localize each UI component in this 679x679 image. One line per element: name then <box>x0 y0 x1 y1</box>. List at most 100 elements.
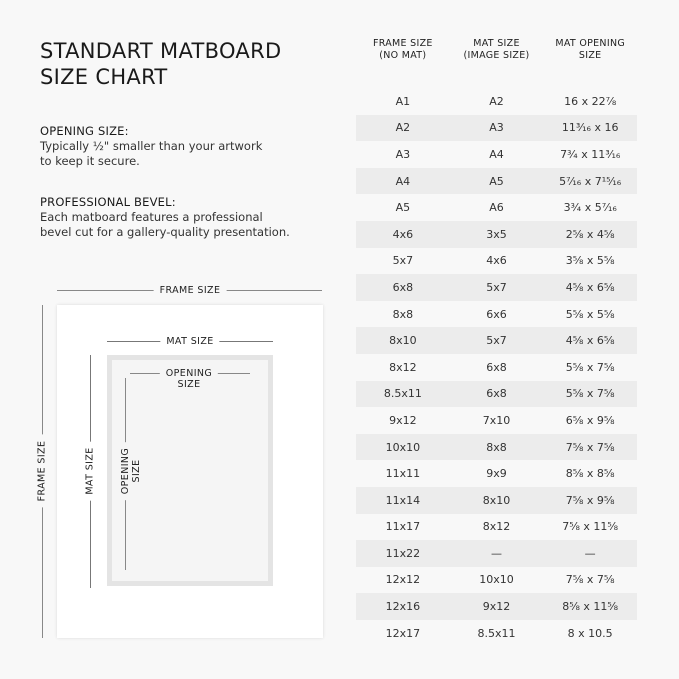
mat-size-cell: 8x8 <box>486 440 507 454</box>
frame-size-cell: 6x8 <box>392 280 414 294</box>
frame-size-cell: 11x17 <box>385 520 421 534</box>
mat-size-cell: A3 <box>489 121 504 135</box>
frame-size-cell: 11x22 <box>385 546 421 560</box>
opening-size-cell: 8⅝ x 11⅝ <box>562 600 619 614</box>
mat-size-cell: 6x8 <box>486 360 507 374</box>
table-row: 11x17 8x12 7⅝ x 11⅝ <box>356 514 637 541</box>
frame-size-cell: 9x12 <box>389 413 417 427</box>
opening-size-cell: 5⅝ x 7⅝ <box>565 387 615 401</box>
opening-size-vlabel: OPENING SIZE <box>120 441 142 501</box>
frame-size-cell: A5 <box>395 201 411 215</box>
opening-label-line: SIZE <box>131 459 142 483</box>
frame-size-cell: A1 <box>395 94 411 108</box>
table-row: 8x12 6x8 5⅝ x 7⅝ <box>356 354 637 381</box>
table-row: 5x7 4x6 3⅝ x 5⅝ <box>356 248 637 275</box>
opening-size-info: OPENING SIZE: Typically ½" smaller than … <box>40 124 262 169</box>
mat-size-cell: 9x9 <box>486 467 507 481</box>
header-line: FRAME SIZE <box>372 38 433 49</box>
mat-size-label: MAT SIZE <box>160 336 220 347</box>
table-row: 11x14 8x10 7⅝ x 9⅝ <box>356 486 637 514</box>
frame-size-cell: 10x10 <box>385 440 421 454</box>
mat-size-cell: 6x8 <box>486 387 507 401</box>
table-row: 10x10 8x8 7⅝ x 7⅝ <box>356 433 637 461</box>
header-line: SIZE <box>578 50 602 61</box>
frame-size-cell: 8x12 <box>389 360 417 374</box>
opening-size-cell: 7⅝ x 7⅝ <box>565 573 615 587</box>
table-row: 11x11 9x9 8⅝ x 8⅝ <box>356 460 637 487</box>
opening-label-line: SIZE <box>177 379 201 390</box>
opening-label-line: OPENING <box>165 368 213 379</box>
frame-size-cell: A2 <box>395 121 411 135</box>
mat-size-cell: A2 <box>489 94 504 108</box>
opening-size-cell: 4⅝ x 6⅝ <box>565 334 615 348</box>
table-body: A1 A2 16 x 22⅞ A2 A3 11³⁄₁₆ x 16 A3 A4 7¾ x 11³⁄… <box>356 88 637 646</box>
opening-size-cell: 3⅝ x 5⅝ <box>565 254 615 268</box>
frame-size-cell: 8x8 <box>392 307 414 321</box>
opening-text-2: to keep it secure. <box>40 154 140 168</box>
mat-size-cell: 8.5x11 <box>477 626 516 640</box>
frame-size-cell: A3 <box>395 147 411 161</box>
mat-size-cell: 3x5 <box>486 227 507 241</box>
opening-size-cell: 11³⁄₁₆ x 16 <box>561 121 619 135</box>
opening-size-cell: 8 x 10.5 <box>567 626 613 640</box>
opening-size-cell: 7¾ x 11³⁄₁₆ <box>560 147 621 161</box>
table-header: FRAME SIZE (NO MAT) MAT SIZE (IMAGE SIZE) … <box>356 38 637 88</box>
mat-size-cell: 4x6 <box>486 254 507 268</box>
table-row: A1 A2 16 x 22⅞ <box>356 88 637 115</box>
header-mat-opening: MAT OPENING SIZE <box>543 38 637 88</box>
mat-size-cell: A4 <box>489 147 504 161</box>
table-row: A4 A5 5⁷⁄₁₆ x 7¹⁵⁄₁₆ <box>356 167 637 195</box>
header-line: (NO MAT) <box>379 50 427 61</box>
frame-size-cell: 11x11 <box>385 467 421 481</box>
frame-size-cell: 4x6 <box>392 227 414 241</box>
opening-size-cell: 7⅝ x 11⅝ <box>562 520 619 534</box>
frame-size-cell: 8x10 <box>389 334 417 348</box>
table-row: 6x8 5x7 4⅝ x 6⅝ <box>356 274 637 301</box>
bevel-heading: PROFESSIONAL BEVEL: <box>40 195 176 209</box>
header-mat-size: MAT SIZE (IMAGE SIZE) <box>450 38 544 88</box>
opening-size-cell: 5⅝ x 7⅝ <box>565 360 615 374</box>
table-row: 11x22 — — <box>356 540 637 567</box>
title-line: SIZE CHART <box>40 65 168 89</box>
opening-heading: OPENING SIZE: <box>40 124 129 138</box>
table-row: A3 A4 7¾ x 11³⁄₁₆ <box>356 141 637 168</box>
opening-size-cell: 6⅝ x 9⅝ <box>565 413 615 427</box>
opening-size-cell: 3¾ x 5⁷⁄₁₆ <box>563 201 617 215</box>
frame-size-cell: A4 <box>395 174 411 188</box>
mat-size-cell: — <box>491 546 502 560</box>
size-table: FRAME SIZE (NO MAT) MAT SIZE (IMAGE SIZE) … <box>356 38 637 646</box>
bevel-text-1: Each matboard features a professional <box>40 210 263 224</box>
table-row: 8x10 5x7 4⅝ x 6⅝ <box>356 327 637 354</box>
mat-size-cell: 5x7 <box>486 334 507 348</box>
opening-size-cell: 5⅝ x 5⅝ <box>565 307 615 321</box>
mat-size-cell: 9x12 <box>482 600 511 614</box>
opening-size-cell: — <box>584 546 596 560</box>
frame-size-label: FRAME SIZE <box>153 285 227 296</box>
opening-size-cell: 4⅝ x 6⅝ <box>565 280 615 294</box>
frame-size-cell: 12x16 <box>385 600 421 614</box>
bevel-text-2: bevel cut for a gallery-quality presenta… <box>40 225 290 239</box>
header-line: MAT OPENING <box>555 38 626 49</box>
opening-size-cell: 5⁷⁄₁₆ x 7¹⁵⁄₁₆ <box>559 174 622 188</box>
mat-size-cell: 8x12 <box>482 520 511 534</box>
title-line: STANDART MATBOARD <box>40 39 282 63</box>
mat-size-cell: A6 <box>489 201 504 215</box>
frame-size-vlabel: FRAME SIZE <box>36 434 48 508</box>
opening-text-1: Typically ½" smaller than your artwork <box>40 139 263 153</box>
frame-size-cell: 11x14 <box>385 493 421 507</box>
opening-size-cell: 16 x 22⅞ <box>564 94 617 108</box>
header-line: MAT SIZE <box>473 38 520 49</box>
table-row: A5 A6 3¾ x 5⁷⁄₁₆ <box>356 194 637 221</box>
frame-size-cell: 12x17 <box>385 626 421 640</box>
frame-size-cell: 5x7 <box>392 254 414 268</box>
table-row: 9x12 7x10 6⅝ x 9⅝ <box>356 407 637 434</box>
mat-size-cell: 8x10 <box>482 493 511 507</box>
table-row: 8x8 6x6 5⅝ x 5⅝ <box>356 301 637 328</box>
header-frame-size: FRAME SIZE (NO MAT) <box>356 38 450 88</box>
frame-size-cell: 8.5x11 <box>383 387 422 401</box>
table-row: 8.5x11 6x8 5⅝ x 7⅝ <box>356 380 637 408</box>
mat-size-cell: 6x6 <box>486 307 507 321</box>
opening-size-cell: 7⅝ x 7⅝ <box>565 440 615 454</box>
page-title: STANDART MATBOARD SIZE CHART <box>40 38 340 90</box>
opening-label-line: OPENING <box>120 447 131 495</box>
